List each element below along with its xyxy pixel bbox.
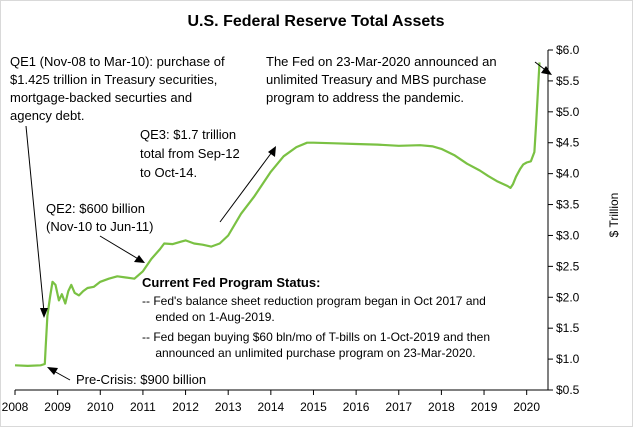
annotation-status-line-2: ended on 1-Aug-2019.	[142, 310, 275, 324]
annotation-pandemic-line-2: unlimited Treasury and MBS purchase	[266, 72, 486, 87]
x-tick-label: 2020	[513, 400, 540, 414]
annotation-qe1-line-2: $1.425 trillion in Treasury securities,	[10, 72, 217, 87]
annotation-qe3-line-2: total from Sep-12	[140, 146, 240, 161]
annotation-precrisis: Pre-Crisis: $900 billion	[76, 372, 206, 387]
x-tick-label: 2018	[428, 400, 455, 414]
x-tick-label: 2008	[2, 400, 29, 414]
y-axis: $0.5 $1.0 $1.5 $2.0 $2.5 $3.0 $3.5 $4.0 $4.5 $5.0…	[547, 43, 580, 397]
annotation-qe1: QE1 (Nov-08 to Mar-10): purchase of $1.4…	[10, 54, 225, 123]
chart-title: U.S. Federal Reserve Total Assets	[188, 13, 445, 30]
y-tick-label: $4.0	[556, 167, 580, 181]
arrow-qe2-head	[134, 255, 145, 263]
x-tick-label: 2019	[471, 400, 498, 414]
x-tick-label: 2017	[385, 400, 412, 414]
annotation-status: Current Fed Program Status: -- Fed's bal…	[142, 275, 490, 360]
y-tick-label: $0.5	[556, 383, 580, 397]
annotation-qe3-line-1: QE3: $1.7 trillion	[140, 127, 236, 142]
annotation-qe2-line-1: QE2: $600 billion	[46, 201, 145, 216]
y-tick-label: $3.5	[556, 198, 580, 212]
annotation-status-line-1: -- Fed's balance sheet reduction program…	[142, 294, 486, 308]
arrow-qe3	[219, 151, 273, 223]
x-tick-label: 2015	[300, 400, 327, 414]
annotation-qe1-line-1: QE1 (Nov-08 to Mar-10): purchase of	[10, 54, 225, 69]
arrow-pandemic-head	[541, 66, 552, 75]
y-tick-label: $5.0	[556, 105, 580, 119]
total-assets-line	[14, 62, 541, 367]
arrow-qe1	[25, 125, 45, 313]
annotation-arrows	[25, 61, 552, 381]
y-tick-label: $1.0	[556, 352, 580, 366]
x-tick-label: 2014	[257, 400, 284, 414]
y-tick-label: $4.5	[556, 136, 580, 150]
y-tick-label: $2.0	[556, 290, 580, 304]
annotation-status-line-3: -- Fed began buying $60 bln/mo of T-bill…	[142, 330, 490, 344]
x-tick-label: 2016	[343, 400, 370, 414]
annotation-status-title: Current Fed Program Status:	[142, 275, 320, 290]
annotation-status-line-4: announced an unlimited purchase program …	[142, 346, 476, 360]
annotation-qe3: QE3: $1.7 trillion total from Sep-12 to …	[140, 127, 240, 180]
annotation-qe2-line-2: (Nov-10 to Jun-11)	[46, 219, 153, 234]
annotation-qe3-line-3: to Oct-14.	[140, 165, 197, 180]
annotation-qe2: QE2: $600 billion (Nov-10 to Jun-11)	[46, 201, 153, 234]
annotation-qe1-line-3: mortgage-backed securties and	[10, 90, 192, 105]
annotation-pandemic-line-1: The Fed on 23-Mar-2020 announced an	[266, 54, 497, 69]
annotation-pandemic-line-3: program to address the pandemic.	[266, 90, 464, 105]
x-tick-label: 2011	[130, 400, 156, 414]
y-axis-label: $ Trillion	[607, 193, 621, 238]
y-tick-label: $3.0	[556, 228, 580, 242]
y-tick-label: $2.5	[556, 259, 580, 273]
x-axis: 2008 2009 2010 2011 2012 2013 2014 2015 2016 2017…	[2, 389, 548, 414]
arrow-qe3-head	[268, 146, 276, 157]
x-tick-label: 2010	[87, 400, 114, 414]
y-tick-label: $6.0	[556, 43, 580, 57]
x-tick-label: 2013	[215, 400, 242, 414]
annotation-qe1-line-4: agency debt.	[10, 108, 84, 123]
arrow-precrisis-head	[47, 367, 58, 375]
arrow-qe2	[99, 235, 141, 261]
arrow-qe1-head	[40, 308, 48, 318]
annotation-pandemic: The Fed on 23-Mar-2020 announced an unli…	[266, 54, 497, 105]
y-tick-label: $5.5	[556, 74, 580, 88]
x-tick-label: 2012	[172, 400, 199, 414]
x-tick-label: 2009	[44, 400, 71, 414]
y-tick-label: $1.5	[556, 321, 580, 335]
